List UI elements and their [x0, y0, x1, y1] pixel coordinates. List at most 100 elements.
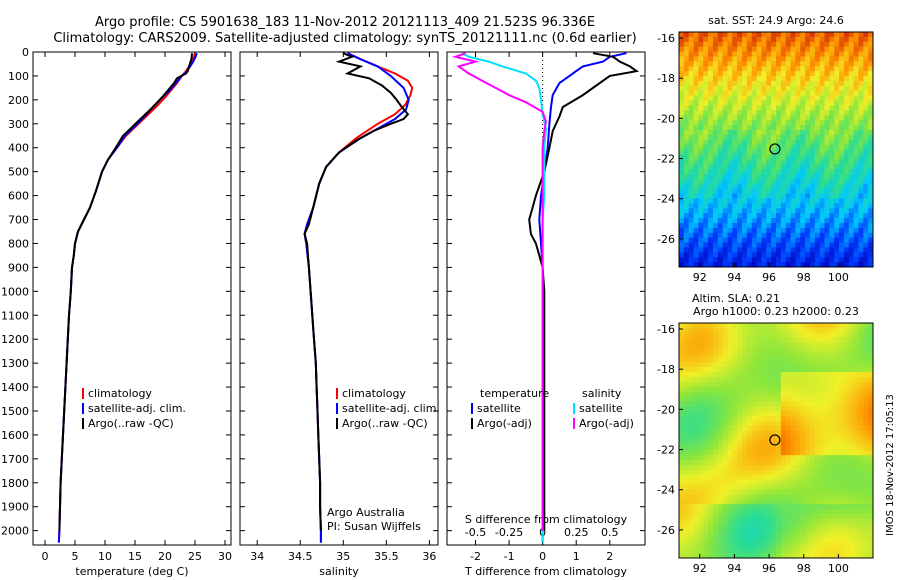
heatmap-cell	[790, 327, 796, 334]
heatmap-cell	[761, 95, 767, 101]
heatmap-cell	[737, 416, 743, 422]
heatmap-cell	[679, 120, 685, 126]
y-tick-label: -18	[657, 363, 675, 376]
heatmap-cell	[679, 129, 685, 136]
heatmap-cell	[703, 347, 709, 353]
heatmap-cell	[829, 357, 835, 363]
heatmap-cell	[790, 469, 796, 476]
heatmap-cell	[863, 323, 869, 329]
heatmap-cell	[693, 479, 699, 485]
heatmap-cell	[746, 391, 753, 397]
heatmap-cell	[703, 553, 709, 559]
heatmap-cell	[693, 198, 699, 204]
heatmap-cell	[848, 85, 854, 92]
heatmap-cell	[776, 474, 782, 481]
heatmap-cell	[843, 134, 850, 141]
heatmap-cell	[805, 376, 811, 383]
heatmap-cell	[756, 198, 762, 204]
heatmap-cell	[717, 528, 724, 534]
heatmap-cell	[848, 386, 854, 392]
heatmap-cell	[683, 193, 690, 199]
heatmap-cell	[829, 371, 835, 378]
heatmap-cell	[771, 396, 777, 402]
heatmap-cell	[805, 227, 811, 234]
heatmap-cell	[853, 391, 859, 397]
heatmap-cell	[766, 371, 772, 378]
heatmap-cell	[868, 32, 874, 38]
heatmap-cell	[834, 386, 840, 392]
heatmap-cell	[688, 183, 694, 190]
heatmap-cell	[722, 257, 728, 263]
heatmap-cell	[688, 169, 694, 175]
x-tick-label: 34.5	[288, 550, 313, 563]
heatmap-cell	[766, 332, 772, 339]
heatmap-cell	[766, 474, 772, 481]
heatmap-cell	[776, 183, 782, 190]
heatmap-cell	[766, 144, 772, 150]
heatmap-cell	[805, 85, 811, 92]
heatmap-cell	[742, 367, 748, 373]
heatmap-cell	[727, 406, 733, 412]
heatmap-cell	[785, 61, 791, 67]
heatmap-cell	[790, 134, 796, 141]
heatmap-cell	[800, 533, 806, 539]
heatmap-cell	[780, 110, 787, 116]
heatmap-cell	[843, 391, 850, 397]
heatmap-cell	[746, 357, 753, 363]
heatmap-cell	[785, 548, 791, 554]
heatmap-cell	[703, 464, 709, 471]
heatmap-cell	[727, 242, 733, 248]
heatmap-cell	[780, 262, 787, 268]
heatmap-cell	[809, 553, 816, 559]
heatmap-cell	[683, 115, 690, 121]
heatmap-cell	[819, 237, 825, 243]
heatmap-cell	[776, 41, 782, 48]
heatmap-cell	[843, 406, 850, 412]
heatmap-cell	[708, 159, 714, 165]
heatmap-cell	[829, 381, 835, 388]
heatmap-cell	[737, 362, 743, 368]
heatmap-cell	[834, 76, 840, 82]
heatmap-cell	[679, 391, 685, 397]
heatmap-cell	[751, 494, 757, 500]
heatmap-cell	[848, 538, 854, 544]
heatmap-cell	[839, 430, 845, 437]
heatmap-cell	[727, 376, 733, 383]
heatmap-cell	[727, 533, 733, 539]
heatmap-cell	[771, 80, 777, 87]
heatmap-cell	[679, 548, 685, 554]
heatmap-cell	[805, 105, 811, 111]
heatmap-cell	[683, 227, 690, 234]
heatmap-cell	[829, 430, 835, 437]
heatmap-cell	[839, 494, 845, 500]
heatmap-cell	[863, 450, 869, 456]
heatmap-cell	[737, 494, 743, 500]
heatmap-cell	[795, 95, 801, 101]
heatmap-cell	[679, 46, 685, 52]
heatmap-cell	[829, 455, 835, 461]
heatmap-cell	[693, 391, 699, 397]
heatmap-cell	[751, 36, 757, 43]
heatmap-cell	[863, 357, 869, 363]
heatmap-cell	[805, 528, 811, 534]
heatmap-cell	[829, 352, 835, 358]
heatmap-cell	[688, 144, 694, 150]
heatmap-cell	[805, 337, 811, 343]
heatmap-cell	[771, 85, 777, 92]
heatmap-cell	[805, 406, 811, 412]
heatmap-cell	[848, 342, 854, 348]
heatmap-cell	[727, 134, 733, 141]
heatmap-cell	[868, 173, 874, 180]
heatmap-cell	[819, 125, 825, 131]
heatmap-cell	[776, 469, 782, 476]
heatmap-cell	[868, 36, 874, 43]
heatmap-cell	[683, 120, 690, 126]
heatmap-cell	[732, 381, 738, 388]
heatmap-cell	[742, 257, 748, 263]
heatmap-cell	[756, 247, 762, 253]
heatmap-cell	[737, 139, 743, 146]
heatmap-cell	[839, 149, 845, 155]
heatmap-cell	[834, 125, 840, 131]
heatmap-cell	[805, 169, 811, 175]
heatmap-cell	[703, 76, 709, 82]
